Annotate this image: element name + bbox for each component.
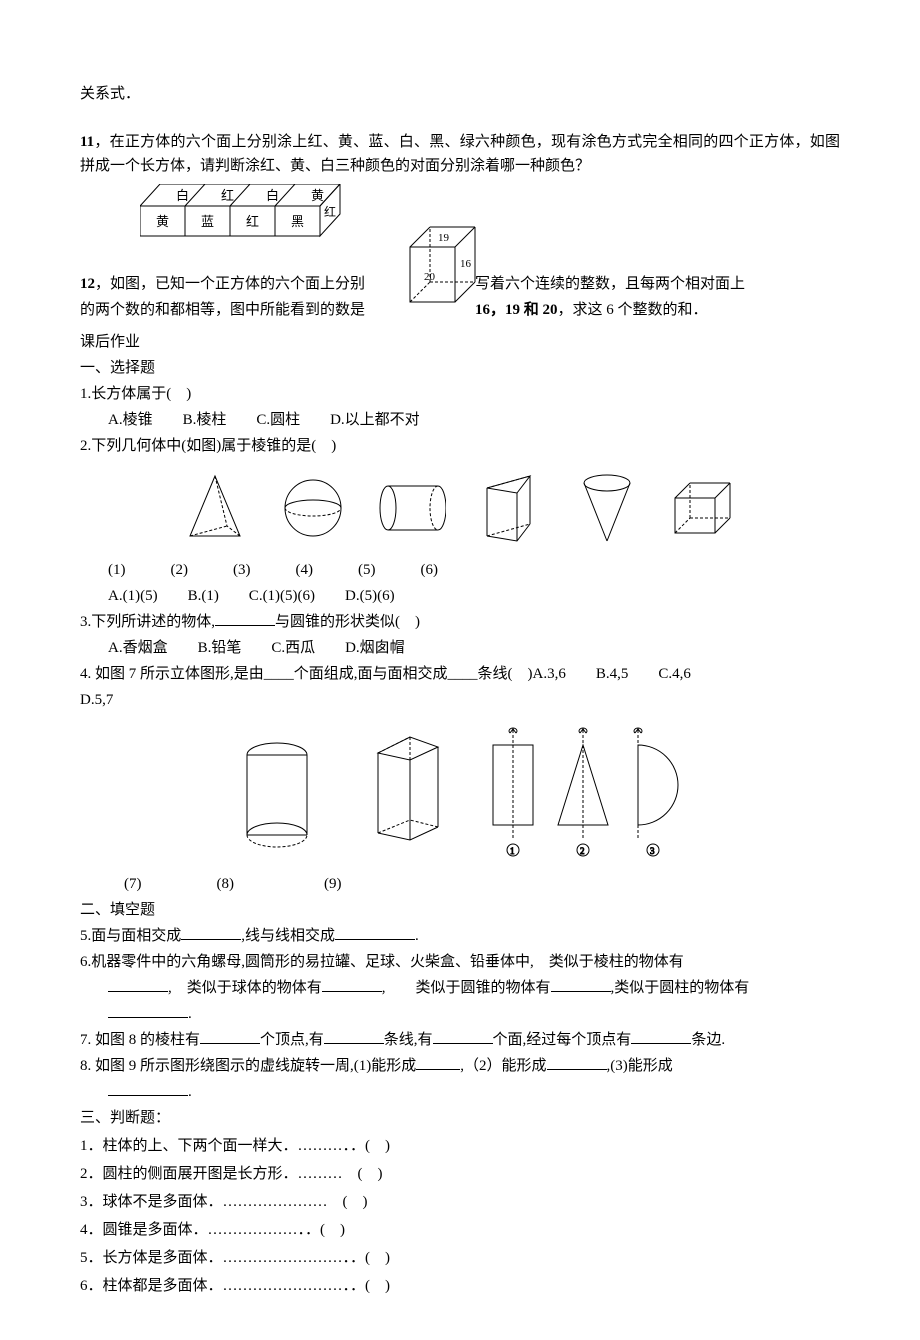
q12-l2a: 的两个数的和都相等，图中所能看到的数是: [80, 302, 365, 318]
f7-c: 条线,有: [384, 1032, 433, 1048]
cell-bot-0: 黄: [156, 214, 169, 229]
c1-opts: A.棱锥 B.棱柱 C.圆柱 D.以上都不对: [80, 408, 840, 432]
q12-mid: 写着六个连续的整数，且每两个相对面上: [475, 276, 745, 292]
svg-text:3: 3: [650, 846, 655, 856]
c4-line2: D.5,7: [80, 688, 840, 712]
section-1-title: 一、选择题: [80, 356, 840, 380]
fill-title: 二、填空题: [80, 898, 840, 922]
shape-cylinder-h: [376, 468, 446, 548]
c3-opts: A.香烟盒 B.铅笔 C.西瓜 D.烟囱帽: [80, 636, 840, 660]
q11-body: ，在正方体的六个面上分别涂上红、黄、蓝、白、黑、绿六种颜色，现有涂色方式完全相同…: [80, 134, 840, 174]
cube-icon: 19 16 20: [400, 222, 495, 317]
cell-top-3: 黄: [311, 188, 324, 203]
q11-num: 11: [80, 134, 94, 150]
f8-c: ,(3)能形成: [607, 1058, 673, 1074]
shape-7: [232, 722, 322, 862]
j1: 1．柱体的上、下两个面一样大．………．．( ): [80, 1134, 840, 1158]
f7-b: 个顶点,有: [260, 1032, 324, 1048]
f6-l2: , 类似于球体的物体有 , 类似于圆锥的物体有 ,类似于圆柱的物体有: [80, 976, 840, 1000]
j4: 4．圆锥是多面体．………………．．( ): [80, 1218, 840, 1242]
c3-q-b: 与圆锥的形状类似( ): [275, 614, 420, 630]
j6: 6．柱体都是多面体．……………………．．( ): [80, 1274, 840, 1298]
cell-bot-3: 黑: [291, 214, 304, 229]
q11-text: 11，在正方体的六个面上分别涂上红、黄、蓝、白、黑、绿六种颜色，现有涂色方式完全…: [80, 130, 840, 178]
q12-container: 19 16 20 12，如图，已知一个正方体的六个面上分别写着六个连续的整数，且…: [80, 272, 840, 322]
q12-num: 12: [80, 276, 95, 292]
f5-c: .: [415, 928, 419, 944]
f6-e: .: [188, 1006, 192, 1022]
f7-a: 7. 如图 8 的棱柱有: [80, 1032, 200, 1048]
c4-figures: 1 2 3: [80, 722, 840, 862]
c2-labels: (1) (2) (3) (4) (5) (6): [80, 558, 840, 582]
c4-labels: (7) (8) (9): [80, 872, 840, 896]
f7-e: 条边.: [691, 1032, 725, 1048]
f6-l1: 6.机器零件中的六角螺母,圆筒形的易拉罐、足球、火柴盒、铅垂体中, 类似于棱柱的…: [80, 950, 840, 974]
shape-8: [360, 722, 450, 862]
c4-line1: 4. 如图 7 所示立体图形,是由____个面组成,面与面相交成____条线( …: [80, 662, 840, 686]
cell-top-1: 红: [221, 188, 234, 203]
cell-side: 红: [324, 204, 336, 219]
cell-top-0: 白: [176, 188, 189, 203]
judge-group: 1．柱体的上、下两个面一样大．………．．( ) 2．圆柱的侧面展开图是长方形．……: [80, 1134, 840, 1298]
f8-a: 8. 如图 9 所示图形绕图示的虚线旋转一周,(1)能形成: [80, 1058, 416, 1074]
judge-title: 三、判断题：: [80, 1106, 840, 1130]
top-line: 关系式．: [80, 82, 840, 106]
f6-b: , 类似于球体的物体有: [168, 980, 322, 996]
f5: 5.面与面相交成 ,线与线相交成.: [80, 924, 840, 948]
shape-pyramid: [180, 468, 250, 548]
f6-c: , 类似于圆锥的物体有: [382, 980, 551, 996]
f8-b: ,（2）能形成: [460, 1058, 546, 1074]
f6-l3: .: [80, 1002, 840, 1026]
svg-text:1: 1: [510, 846, 515, 856]
cell-bot-2: 红: [246, 214, 259, 229]
shape-cone-inv: [572, 468, 642, 548]
f7: 7. 如图 8 的棱柱有 个顶点,有 条线,有 个面,经过每个顶点有 条边.: [80, 1028, 840, 1052]
f5-a: 5.面与面相交成: [80, 928, 181, 944]
q12-prefix: ，如图，已知一个正方体的六个面上分别: [95, 276, 365, 292]
f8-d: .: [188, 1084, 192, 1100]
f8-l2: .: [80, 1080, 840, 1104]
cube-front-label: 20: [424, 271, 436, 283]
shape-sphere: [278, 468, 348, 548]
shape-cuboid: [670, 468, 740, 548]
shape-prism-tri: [474, 468, 544, 548]
c1-q: 1.长方体属于( ): [80, 382, 840, 406]
svg-text:2: 2: [580, 846, 585, 856]
cell-bot-1: 蓝: [201, 214, 214, 229]
f5-b: ,线与线相交成: [241, 928, 335, 944]
c3-q: 3.下列所讲述的物体, 与圆锥的形状类似( ): [80, 610, 840, 634]
f8-l1: 8. 如图 9 所示图形绕图示的虚线旋转一周,(1)能形成 ,（2）能形成 ,(3)…: [80, 1054, 840, 1078]
c2-opts: A.(1)(5) B.(1) C.(1)(5)(6) D.(5)(6): [80, 584, 840, 608]
c2-figures: [80, 468, 840, 548]
j2: 2．圆柱的侧面展开图是长方形．……… ( ): [80, 1162, 840, 1186]
shape-9-group: 1 2 3: [488, 722, 688, 862]
cell-top-2: 白: [266, 188, 279, 203]
cube-right-label: 16: [460, 258, 472, 270]
c3-q-a: 3.下列所讲述的物体,: [80, 614, 215, 630]
j3: 3．球体不是多面体．………………… ( ): [80, 1190, 840, 1214]
c2-q: 2.下列几何体中(如图)属于棱锥的是( ): [80, 434, 840, 458]
q12-l2c: ，求这 6 个整数的和．: [558, 302, 708, 318]
j5: 5．长方体是多面体．……………………．．( ): [80, 1246, 840, 1270]
f6-d: ,类似于圆柱的物体有: [611, 980, 750, 996]
homework-title: 课后作业: [80, 330, 840, 354]
cube-top-label: 19: [438, 232, 450, 244]
f7-d: 个面,经过每个顶点有: [493, 1032, 632, 1048]
